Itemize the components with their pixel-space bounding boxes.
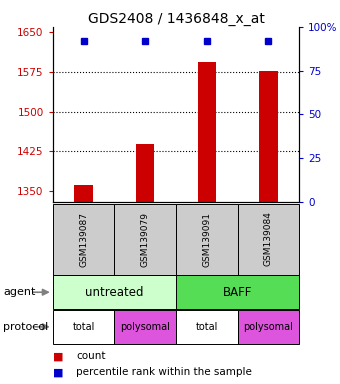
Bar bbox=[136, 144, 154, 202]
Text: GSM139084: GSM139084 bbox=[264, 212, 273, 266]
Text: total: total bbox=[72, 322, 95, 332]
Text: GSM139091: GSM139091 bbox=[202, 212, 211, 266]
Text: untreated: untreated bbox=[85, 286, 143, 299]
Bar bbox=[53, 204, 114, 275]
Bar bbox=[53, 275, 176, 309]
Bar bbox=[74, 185, 93, 202]
Bar bbox=[238, 310, 299, 344]
Bar bbox=[176, 310, 238, 344]
Text: total: total bbox=[195, 322, 218, 332]
Bar bbox=[198, 62, 216, 202]
Bar bbox=[114, 204, 176, 275]
Bar bbox=[176, 204, 238, 275]
Text: percentile rank within the sample: percentile rank within the sample bbox=[76, 367, 252, 377]
Bar bbox=[176, 275, 299, 309]
Text: BAFF: BAFF bbox=[223, 286, 252, 299]
Bar bbox=[114, 310, 176, 344]
Bar bbox=[53, 310, 114, 344]
Text: GSM139079: GSM139079 bbox=[141, 212, 150, 266]
Bar bbox=[238, 204, 299, 275]
Text: count: count bbox=[76, 351, 106, 361]
Text: ■: ■ bbox=[53, 351, 63, 361]
Text: protocol: protocol bbox=[3, 322, 49, 332]
Title: GDS2408 / 1436848_x_at: GDS2408 / 1436848_x_at bbox=[87, 12, 265, 26]
Text: polysomal: polysomal bbox=[120, 322, 170, 332]
Bar bbox=[259, 71, 278, 202]
Text: ■: ■ bbox=[53, 367, 63, 377]
Text: GSM139087: GSM139087 bbox=[79, 212, 88, 266]
Text: agent: agent bbox=[3, 287, 36, 297]
Text: polysomal: polysomal bbox=[243, 322, 293, 332]
